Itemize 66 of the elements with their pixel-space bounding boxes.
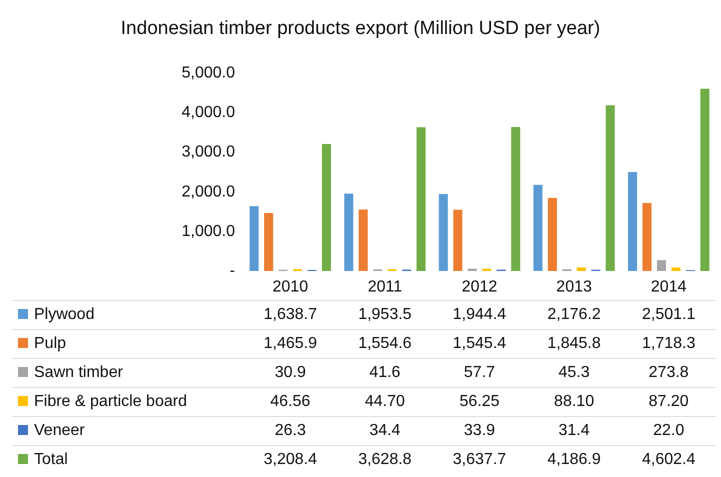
bar bbox=[358, 209, 368, 271]
data-label: 1,953.5 bbox=[338, 300, 432, 330]
x-tick-label: 2012 bbox=[462, 278, 498, 296]
y-tick-label: 5,000.0 bbox=[182, 64, 236, 82]
data-label: 4,602.4 bbox=[621, 446, 716, 474]
bar bbox=[322, 144, 331, 271]
bar bbox=[548, 198, 557, 271]
bar bbox=[250, 206, 259, 271]
bar bbox=[344, 194, 354, 271]
bar bbox=[671, 268, 680, 271]
data-label: 273.8 bbox=[621, 358, 716, 388]
data-label: 2,176.2 bbox=[526, 300, 622, 330]
bar bbox=[606, 105, 615, 271]
data-label: 1,465.9 bbox=[243, 330, 338, 358]
bar bbox=[576, 268, 586, 271]
data-label: 3,208.4 bbox=[243, 446, 338, 474]
data-label: 26.3 bbox=[243, 416, 338, 446]
bar bbox=[264, 212, 274, 271]
legend-label: Sawn timber bbox=[12, 358, 243, 388]
data-label: 44.70 bbox=[338, 388, 432, 416]
legend-label: Total bbox=[12, 446, 243, 474]
chart-title: Indonesian timber products export (Million USD per year) bbox=[120, 18, 600, 39]
data-label: 34.4 bbox=[338, 416, 432, 446]
legend-label: Fibre & particle board bbox=[12, 388, 243, 416]
bar bbox=[642, 202, 652, 271]
bar bbox=[511, 126, 520, 271]
y-tick-label: 4,000.0 bbox=[182, 104, 236, 122]
bar bbox=[438, 194, 448, 271]
data-label: 4,186.9 bbox=[526, 446, 622, 474]
data-label: 87.20 bbox=[621, 388, 716, 416]
bar bbox=[700, 88, 710, 271]
data-label: 46.56 bbox=[243, 388, 338, 416]
y-tick-label: - bbox=[230, 262, 235, 280]
data-label: 33.9 bbox=[432, 416, 527, 446]
data-label: 1,554.6 bbox=[338, 330, 432, 358]
legend-label: Plywood bbox=[12, 300, 243, 330]
data-label: 41.6 bbox=[338, 358, 432, 388]
legend-label: Pulp bbox=[12, 330, 243, 358]
data-label: 1,944.4 bbox=[432, 300, 527, 330]
y-tick-label: 2,000.0 bbox=[182, 183, 236, 200]
data-label: 57.7 bbox=[432, 358, 527, 388]
y-tick-label: 1,000.0 bbox=[182, 222, 236, 240]
x-tick-label: 2011 bbox=[368, 278, 402, 296]
bar bbox=[453, 210, 462, 271]
data-label: 1,545.4 bbox=[432, 330, 527, 358]
data-label: 22.0 bbox=[621, 416, 716, 446]
data-label: 1,845.8 bbox=[526, 330, 622, 358]
data-label: 3,628.8 bbox=[338, 446, 432, 474]
data-label: 31.4 bbox=[526, 416, 622, 446]
bar bbox=[656, 260, 666, 271]
data-label: 45.3 bbox=[526, 358, 622, 388]
bar bbox=[416, 127, 426, 271]
data-label: 2,501.1 bbox=[621, 300, 716, 330]
y-tick-label: 3,000.0 bbox=[182, 144, 236, 161]
x-tick-label: 2013 bbox=[556, 278, 592, 296]
data-label: 30.9 bbox=[243, 358, 338, 388]
data-label: 56.25 bbox=[432, 388, 527, 416]
data-label: 1,638.7 bbox=[243, 300, 338, 330]
x-tick-label: 2014 bbox=[650, 278, 687, 296]
data-label: 3,637.7 bbox=[432, 446, 527, 474]
x-tick-label: 2010 bbox=[272, 278, 308, 296]
bar bbox=[628, 172, 638, 271]
bar bbox=[533, 184, 542, 271]
legend-label: Veneer bbox=[12, 416, 243, 446]
data-label: 88.10 bbox=[526, 388, 622, 416]
data-label: 1,718.3 bbox=[621, 330, 716, 358]
